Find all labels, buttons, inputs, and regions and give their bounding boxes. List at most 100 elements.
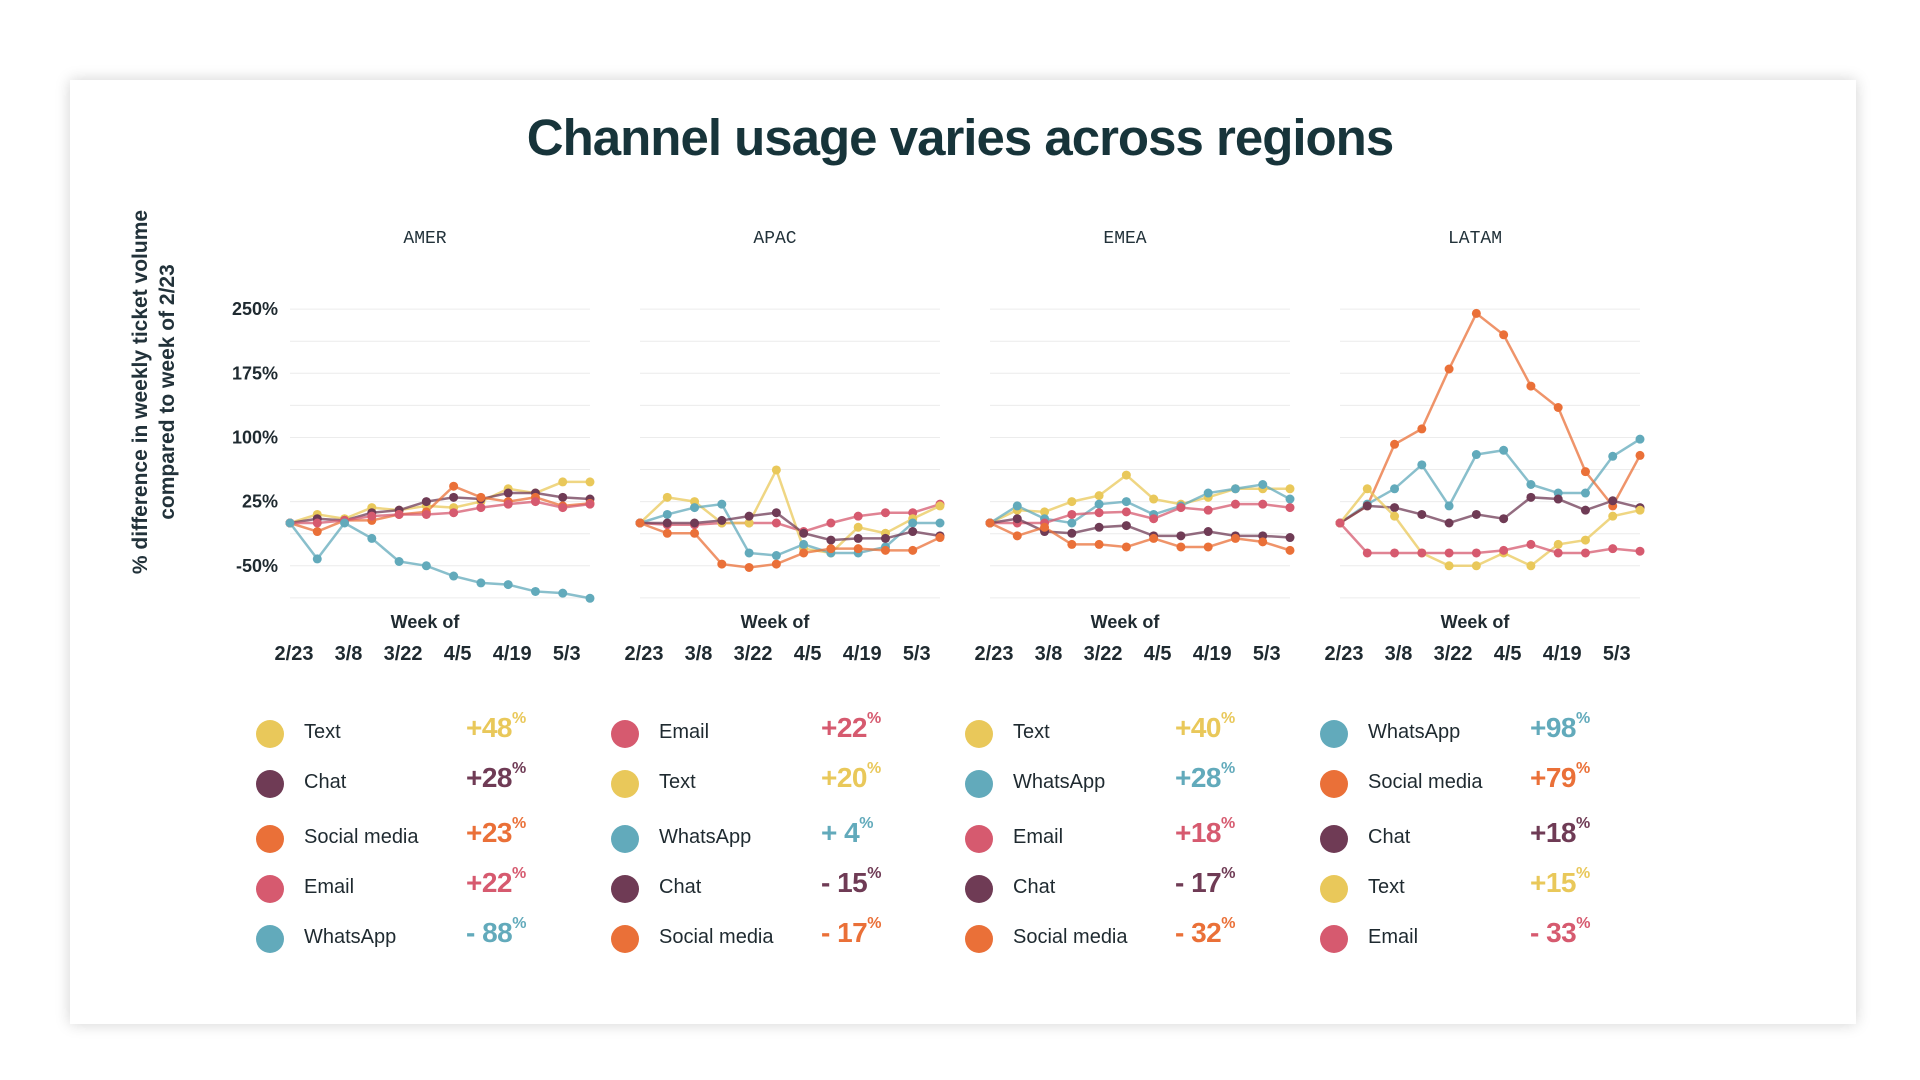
- legend-label: WhatsApp: [659, 826, 752, 848]
- legend-value-number: +22: [466, 867, 513, 898]
- data-point-email: [503, 499, 513, 509]
- data-point-social-media: [880, 545, 890, 555]
- legend-value: +23%: [466, 815, 526, 849]
- legend-item-text: Text +20%: [611, 760, 931, 802]
- data-point-chat: [717, 515, 727, 525]
- x-tick-label: 3/8: [1035, 643, 1063, 665]
- data-point-social-media: [1580, 467, 1590, 477]
- legend-label: Text: [304, 721, 341, 743]
- series-line-whatsapp: [639, 502, 940, 557]
- data-point-social-media: [1149, 533, 1159, 543]
- data-point-text: [1067, 497, 1077, 507]
- x-tick-label: 4/5: [794, 643, 822, 665]
- data-point-text: [1362, 484, 1372, 494]
- x-tick-label: 4/19: [1193, 643, 1232, 665]
- data-point-whatsapp: [717, 499, 727, 509]
- x-tick-label: 4/5: [444, 643, 472, 665]
- data-point-whatsapp: [585, 593, 595, 603]
- legend-item-whatsapp: WhatsApp +28%: [965, 760, 1285, 802]
- data-point-email: [1362, 548, 1372, 558]
- x-tick-label: 3/8: [685, 643, 713, 665]
- legend-dot: [256, 925, 284, 953]
- data-point-chat: [421, 497, 431, 507]
- data-point-whatsapp: [449, 571, 459, 581]
- data-point-social-media: [826, 544, 836, 554]
- data-point-email: [880, 508, 890, 518]
- legend-value-number: - 15: [821, 867, 868, 898]
- legend-value-percent: %: [859, 815, 873, 832]
- legend-label: WhatsApp: [304, 926, 397, 948]
- data-point-chat: [1176, 531, 1186, 541]
- legend-item-text: Text +15%: [1320, 865, 1640, 907]
- data-point-whatsapp: [662, 509, 672, 519]
- data-point-whatsapp: [1121, 497, 1131, 507]
- legend-dot: [256, 875, 284, 903]
- x-tick-label: 3/22: [384, 643, 423, 665]
- data-point-text: [662, 492, 672, 502]
- data-point-social-media: [635, 518, 645, 528]
- data-point-social-media: [935, 533, 945, 543]
- data-point-text: [1444, 561, 1454, 571]
- data-point-email: [1417, 548, 1427, 558]
- data-point-email: [771, 518, 781, 528]
- data-point-text: [1121, 470, 1131, 480]
- legend-label: Social media: [659, 926, 774, 948]
- x-tick-label: 2/23: [975, 643, 1014, 665]
- x-tick-label: 5/3: [553, 643, 581, 665]
- x-tick-label: 3/22: [1084, 643, 1123, 665]
- legend-item-chat: Chat +18%: [1320, 815, 1640, 857]
- legend-value: + 4%: [821, 815, 873, 849]
- data-point-social-media: [1258, 537, 1268, 547]
- data-point-social-media: [1230, 533, 1240, 543]
- series-line-social-media: [289, 484, 591, 533]
- legend-value-number: +20: [821, 762, 868, 793]
- legend-value: +22%: [466, 865, 526, 899]
- data-point-email: [558, 503, 568, 513]
- data-point-social-media: [1094, 539, 1104, 549]
- legend-value: +48%: [466, 710, 526, 744]
- legend-value-percent: %: [512, 865, 526, 882]
- panel-latam: LATAM Week of 2/23 3/8 3/22 4/5 4/19 5/3: [1325, 229, 1645, 665]
- data-point-email: [1471, 548, 1481, 558]
- data-point-social-media: [1040, 522, 1050, 532]
- y-tick-label: 25%: [242, 492, 278, 512]
- x-tick-label: 5/3: [1603, 643, 1631, 665]
- series-line-social-media: [1339, 311, 1642, 525]
- legend-item-text: Text +40%: [965, 710, 1285, 752]
- x-tick-label: 2/23: [625, 643, 664, 665]
- region-title: EMEA: [1103, 229, 1146, 249]
- legend-label: Chat: [659, 876, 702, 898]
- x-axis-label: Week of: [1441, 612, 1511, 632]
- x-tick-label: 4/19: [1543, 643, 1582, 665]
- x-tick-label: 3/8: [335, 643, 363, 665]
- y-tick-label: 175%: [232, 363, 278, 383]
- data-point-chat: [1471, 509, 1481, 519]
- data-point-whatsapp: [476, 578, 486, 588]
- legend-value-number: +23: [466, 817, 513, 848]
- data-point-whatsapp: [1203, 488, 1213, 498]
- data-point-chat: [771, 508, 781, 518]
- data-point-whatsapp: [1608, 451, 1618, 461]
- data-point-chat: [1444, 518, 1454, 528]
- data-point-whatsapp: [1230, 484, 1240, 494]
- legend-value-percent: %: [512, 760, 526, 777]
- data-point-social-media: [717, 559, 727, 569]
- legend-value: - 15%: [821, 865, 881, 899]
- legend-item-social-media: Social media +23%: [256, 815, 576, 857]
- data-point-chat: [558, 492, 568, 502]
- legend-label: Text: [659, 771, 696, 793]
- data-point-email: [1335, 518, 1345, 528]
- x-tick-label: 2/23: [275, 643, 314, 665]
- x-axis-label: Week of: [741, 612, 811, 632]
- data-point-chat: [880, 533, 890, 543]
- legend-item-chat: Chat +28%: [256, 760, 576, 802]
- data-point-whatsapp: [1012, 501, 1022, 511]
- data-point-email: [530, 497, 540, 507]
- data-point-text: [1635, 505, 1645, 515]
- data-point-social-media: [1635, 450, 1645, 460]
- data-point-social-media: [1121, 542, 1131, 552]
- data-point-whatsapp: [503, 580, 513, 590]
- panel-amer: AMER Week of 2/23 3/8 3/22 4/5 4/19 5/3: [275, 229, 595, 665]
- legend-item-email: Email +22%: [611, 710, 931, 752]
- data-point-email: [1499, 545, 1509, 555]
